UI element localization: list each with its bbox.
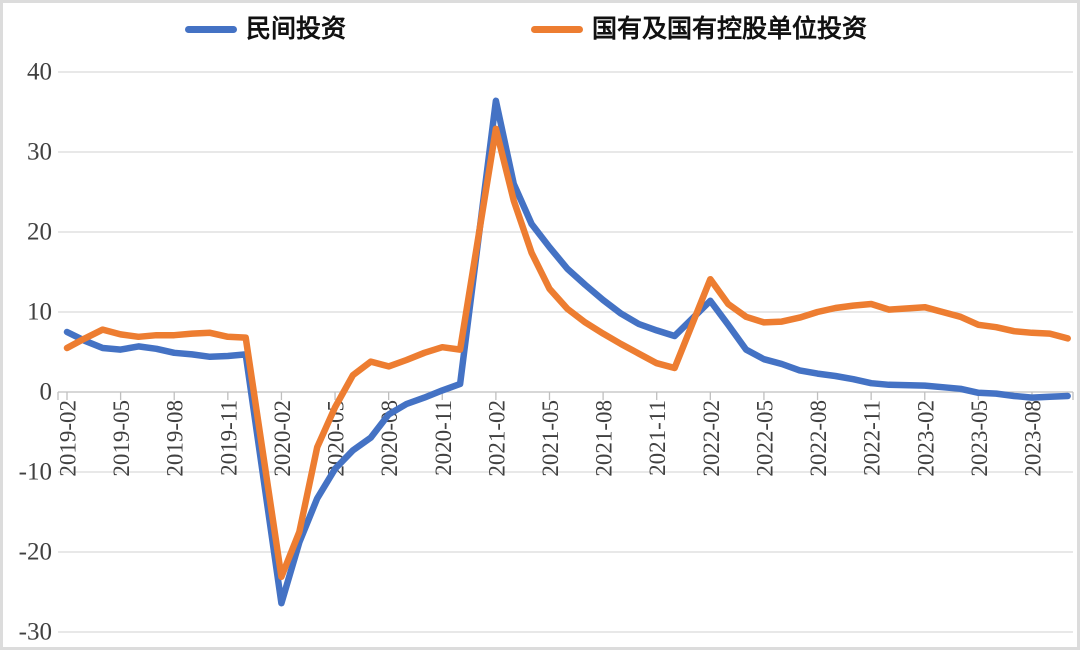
x-axis-tick-label: 2023-05 bbox=[967, 400, 992, 477]
y-axis-tick-label: 10 bbox=[27, 299, 52, 326]
series-line-private bbox=[63, 97, 1071, 607]
y-axis-tick-label: -20 bbox=[19, 539, 52, 566]
x-axis-tick-label: 2019-08 bbox=[163, 400, 188, 477]
x-axis-tick-label: 2021-05 bbox=[538, 400, 563, 477]
x-axis-tick-label: 2019-05 bbox=[109, 400, 134, 477]
legend-swatch-soe-line-icon bbox=[531, 25, 583, 33]
x-axis-tick-label: 2019-11 bbox=[216, 400, 241, 476]
x-axis-tick-label: 2021-08 bbox=[592, 400, 617, 477]
y-axis-tick-label: -30 bbox=[19, 619, 52, 646]
y-axis-tick-label: 30 bbox=[27, 139, 52, 166]
x-axis-tick-label: 2019-02 bbox=[56, 400, 81, 477]
x-axis-tick-label: 2022-08 bbox=[806, 400, 831, 477]
y-axis-tick-label: 20 bbox=[27, 219, 52, 246]
series-line-soe bbox=[63, 125, 1071, 581]
y-axis-tick-label: 0 bbox=[40, 379, 53, 406]
y-axis-tick-label: -10 bbox=[19, 459, 52, 486]
legend-item-private: 民间投资 bbox=[185, 14, 346, 44]
x-axis-tick-label: 2022-05 bbox=[752, 400, 777, 477]
x-axis-tick-label: 2020-11 bbox=[431, 400, 456, 476]
x-axis-tick-label: 2021-11 bbox=[645, 400, 670, 476]
legend-item-soe: 国有及国有控股单位投资 bbox=[531, 14, 867, 44]
legend-swatch-private-line-icon bbox=[185, 25, 237, 33]
y-axis-tick-label: 40 bbox=[27, 59, 52, 86]
x-axis-tick-label: 2022-11 bbox=[860, 400, 885, 476]
legend-label-soe: 国有及国有控股单位投资 bbox=[592, 15, 868, 43]
x-axis-tick-label: 2020-02 bbox=[270, 400, 295, 477]
x-axis-tick-label: 2023-08 bbox=[1020, 400, 1045, 477]
x-axis-tick-label: 2022-02 bbox=[699, 400, 724, 477]
x-axis-tick-label: 2023-02 bbox=[913, 400, 938, 477]
x-axis-tick-label: 2021-02 bbox=[484, 400, 509, 477]
legend-label-private: 民间投资 bbox=[246, 15, 347, 43]
